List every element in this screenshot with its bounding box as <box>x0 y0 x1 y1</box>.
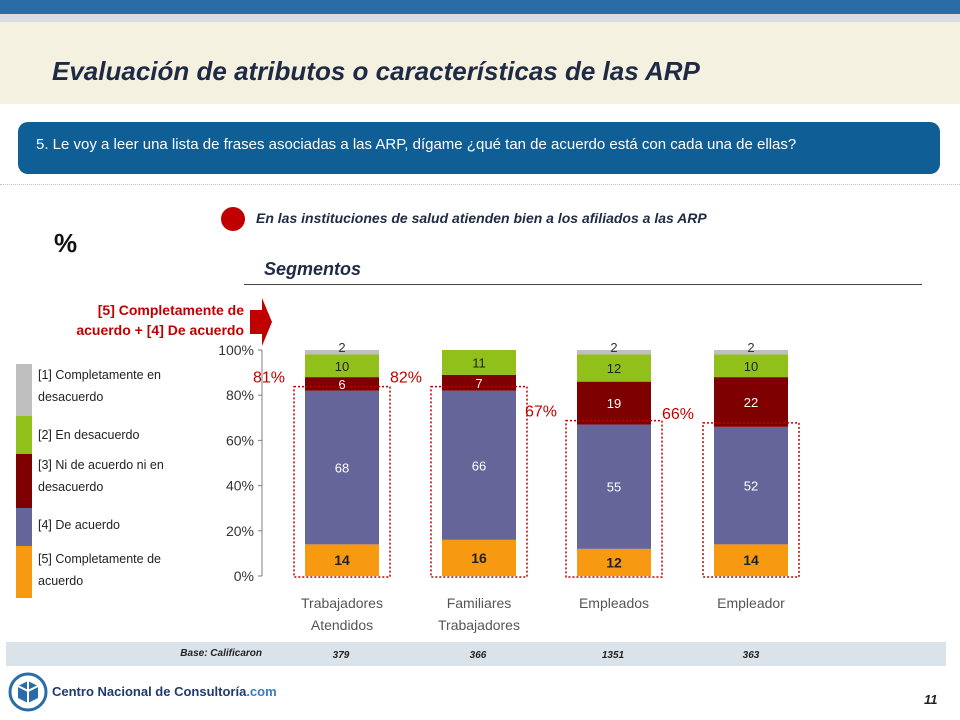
statement-text: En las instituciones de salud atienden b… <box>256 210 707 226</box>
bar-segment <box>714 377 788 427</box>
top-box-label-line1: [5] Completamente de <box>97 302 244 318</box>
bar-value-label: 55 <box>607 480 621 495</box>
segments-underline <box>244 284 922 285</box>
y-tick-label: 60% <box>226 432 254 448</box>
top-box-label: [5] Completamente de acuerdo + [4] De ac… <box>20 300 244 340</box>
top-secondary-bar <box>0 14 960 22</box>
top-box-percent: 66% <box>662 406 694 423</box>
legend-item-3: [3] Ni de acuerdo ni en desacuerdo <box>16 454 196 508</box>
legend-item-2: [2] En desacuerdo <box>16 416 196 454</box>
top-box-label-line2: acuerdo + [4] De acuerdo <box>76 322 244 338</box>
bar-segment <box>714 350 788 355</box>
top-box-frame <box>430 385 528 578</box>
segments-heading: Segmentos <box>264 259 362 279</box>
divider <box>0 184 960 185</box>
bar-segment <box>577 424 651 549</box>
bar-value-label: 10 <box>335 359 349 374</box>
bar-segment <box>442 539 516 576</box>
bar-segment <box>577 354 651 382</box>
top-box-frame <box>565 419 663 578</box>
bar-value-label: 14 <box>743 552 759 568</box>
bar-segment <box>714 354 788 378</box>
x-category-label: Empleador <box>717 595 785 611</box>
logo-name: Centro Nacional de Consultoría <box>52 684 247 699</box>
bar-value-label: 6 <box>338 377 345 392</box>
bar-segment <box>714 544 788 576</box>
base-row <box>6 642 946 666</box>
base-value: 363 <box>742 650 760 661</box>
base-value: 379 <box>332 650 350 661</box>
bar-segment <box>714 426 788 545</box>
page-number: 11 <box>924 692 938 707</box>
legend-swatch-2 <box>16 416 32 454</box>
bar-segment <box>577 350 651 355</box>
bar-value-label: 2 <box>747 340 754 355</box>
chart-legend: [1] Completamente en desacuerdo [2] En d… <box>16 364 196 598</box>
y-tick-label: 20% <box>226 523 254 539</box>
legend-label-1: [1] Completamente en desacuerdo <box>38 368 161 404</box>
bar-segment <box>305 350 379 355</box>
y-tick-label: 100% <box>218 342 254 358</box>
page-title: Evaluación de atributos o característica… <box>52 56 700 86</box>
x-category-label: Empleados <box>579 595 649 611</box>
legend-swatch-1 <box>16 364 32 416</box>
legend-swatch-3 <box>16 454 32 508</box>
bar-segment <box>305 390 379 545</box>
bar-value-label: 66 <box>472 458 486 473</box>
legend-swatch-4 <box>16 508 32 546</box>
legend-item-1: [1] Completamente en desacuerdo <box>16 364 196 416</box>
bar-segment <box>305 544 379 576</box>
bar-value-label: 16 <box>471 550 487 566</box>
bar-segment <box>577 381 651 425</box>
legend-item-5: [5] Completamente de acuerdo <box>16 546 196 598</box>
legend-label-4: [4] De acuerdo <box>38 518 120 532</box>
bar-segment <box>442 390 516 540</box>
bar-value-label: 12 <box>607 361 621 376</box>
base-value: 366 <box>469 650 487 661</box>
bar-value-label: 22 <box>744 395 758 410</box>
top-box-percent: 67% <box>525 404 557 421</box>
bar-value-label: 10 <box>744 359 758 374</box>
y-tick-label: 0% <box>234 568 254 584</box>
x-category-label: Trabajadores <box>438 617 520 633</box>
title-band <box>0 22 960 104</box>
bar-segment <box>305 354 379 378</box>
base-value: 1351 <box>601 650 625 661</box>
bar-value-label: 12 <box>606 554 622 570</box>
base-label: Base: Calificaron <box>180 648 262 659</box>
bar-value-label: 52 <box>744 479 758 494</box>
x-category-label: Trabajadores <box>301 595 383 611</box>
legend-label-3: [3] Ni de acuerdo ni en desacuerdo <box>38 458 164 494</box>
bar-segment <box>577 548 651 576</box>
company-logo-text: Centro Nacional de Consultoría.com <box>52 684 277 699</box>
company-logo-icon <box>8 672 48 712</box>
top-box-percent: 82% <box>390 370 422 387</box>
bar-segment <box>442 350 516 375</box>
question-banner: 5. Le voy a leer una lista de frases aso… <box>18 122 940 174</box>
bar-value-label: 2 <box>610 340 617 355</box>
top-box-frame <box>702 422 800 578</box>
legend-label-2: [2] En desacuerdo <box>38 428 140 442</box>
bar-value-label: 11 <box>472 355 486 370</box>
bullet-dot-icon <box>221 207 245 231</box>
x-category-label: Familiares <box>447 595 512 611</box>
bar-value-label: 14 <box>334 552 350 568</box>
x-category-label: Atendidos <box>311 617 373 633</box>
legend-label-5: [5] Completamente de acuerdo <box>38 552 161 588</box>
legend-item-4: [4] De acuerdo <box>16 508 196 546</box>
percent-symbol: % <box>54 228 78 258</box>
bar-value-label: 2 <box>338 340 345 355</box>
bar-value-label: 7 <box>475 376 482 391</box>
y-tick-label: 80% <box>226 387 254 403</box>
bar-value-label: 68 <box>335 461 349 476</box>
logo-suffix: .com <box>246 684 277 699</box>
top-accent-bar <box>0 0 960 14</box>
bar-value-label: 19 <box>607 396 621 411</box>
top-box-percent: 81% <box>253 370 285 387</box>
y-tick-label: 40% <box>226 478 254 494</box>
arrow-pointer-icon <box>250 298 272 346</box>
top-box-frame <box>293 385 391 578</box>
legend-swatch-5 <box>16 546 32 598</box>
